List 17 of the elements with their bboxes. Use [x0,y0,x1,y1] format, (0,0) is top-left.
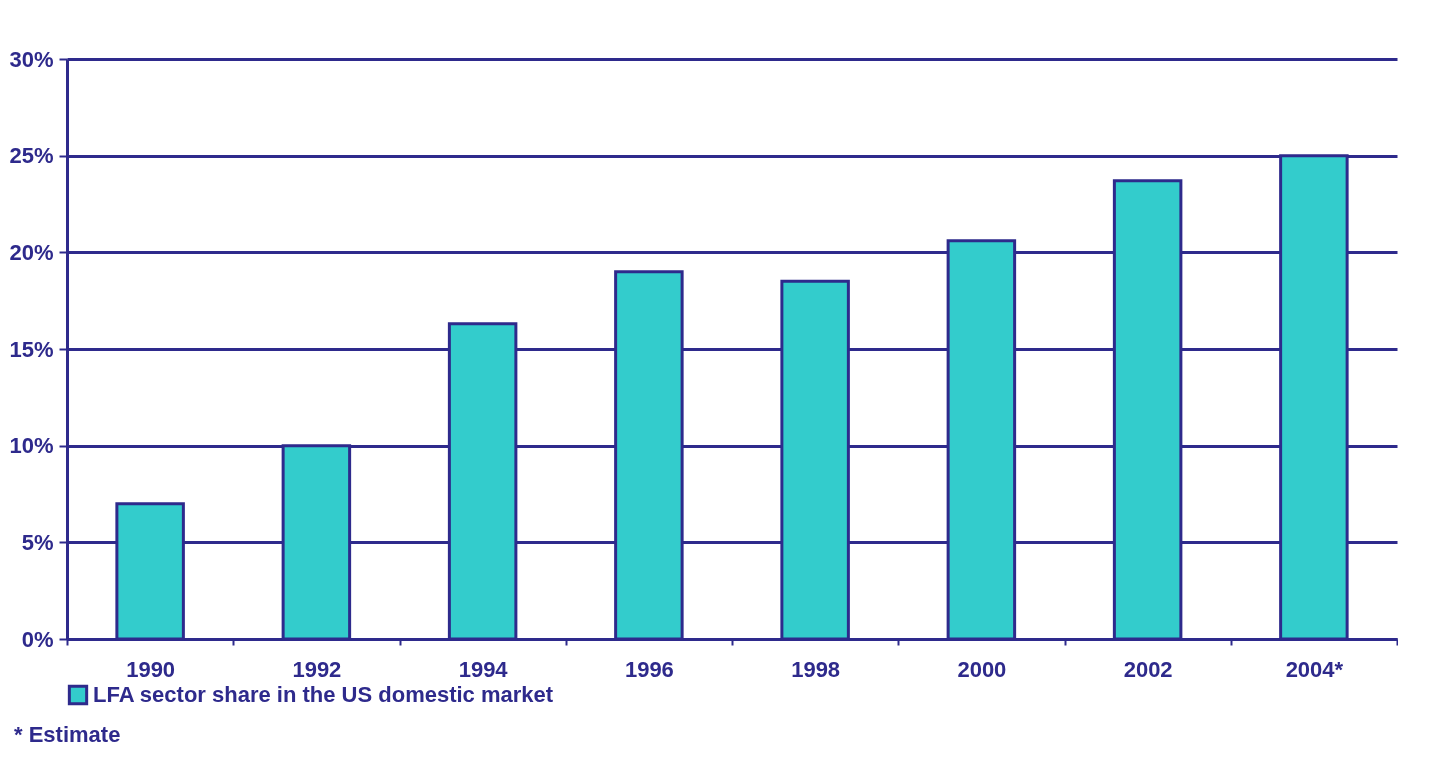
y-tick-label: 0% [21,626,54,652]
x-tick-label: 1990 [126,656,176,682]
x-tick-label: 2004* [1285,656,1344,682]
x-tick-label: 1994 [458,656,509,682]
x-tick-label: 2002 [1123,656,1173,682]
y-tick-label: 5% [21,529,54,555]
y-tick-label: 15% [9,336,54,362]
y-tick-label: 10% [9,433,54,459]
x-tick-label: 1992 [292,656,342,682]
y-tick-label: 25% [9,143,54,169]
x-tick-label: 1998 [791,656,841,682]
x-tick-label: 2000 [957,656,1007,682]
text: * Estimate [14,722,121,748]
legend-label: LFA sector share in the US domestic market [93,682,554,707]
x-tick-label: 1996 [624,656,674,682]
y-tick-label: 30% [9,46,54,72]
y-tick-label: 20% [9,239,54,265]
